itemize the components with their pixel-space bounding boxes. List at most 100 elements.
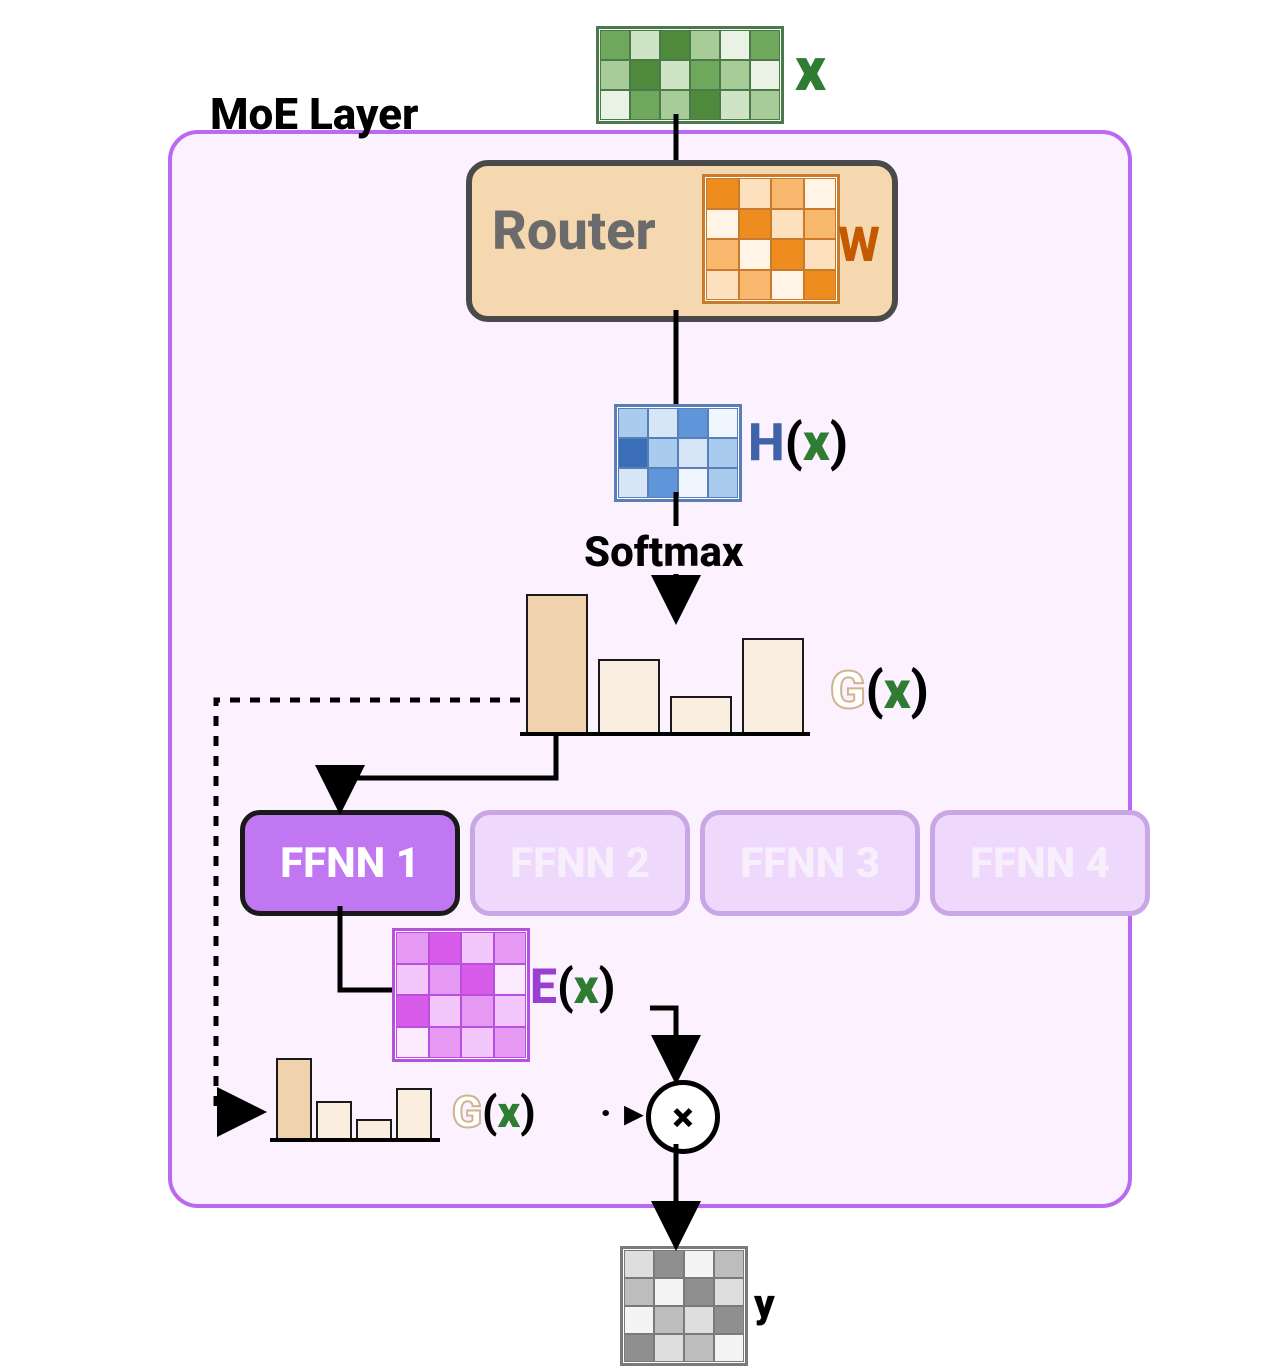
- expert-box: FFNN 4: [930, 810, 1150, 916]
- e-matrix-cell: [462, 996, 493, 1026]
- x-matrix-cell: [691, 91, 719, 119]
- y-matrix-cell: [655, 1335, 683, 1361]
- x-matrix-cell: [751, 91, 779, 119]
- h-matrix-cell: [679, 469, 707, 497]
- y-matrix-cell: [685, 1307, 713, 1333]
- x-matrix-cell: [601, 91, 629, 119]
- g-label-small: G(x): [452, 1086, 536, 1138]
- y-matrix-cell: [625, 1335, 653, 1361]
- x-matrix-cell: [691, 61, 719, 89]
- h-matrix-cell: [679, 439, 707, 467]
- multiply-icon: ×: [646, 1080, 720, 1154]
- w-matrix-cell: [805, 210, 836, 239]
- x-matrix-cell: [631, 61, 659, 89]
- h-matrix-cell: [709, 469, 737, 497]
- h-matrix-cell: [679, 409, 707, 437]
- w-matrix-cell: [805, 240, 836, 269]
- g-bars: [520, 596, 810, 736]
- y-label: y: [754, 1280, 775, 1327]
- h-matrix-cell: [649, 409, 677, 437]
- h-matrix-cell: [619, 469, 647, 497]
- x-matrix-cell: [721, 61, 749, 89]
- x-matrix-cell: [691, 31, 719, 59]
- w-matrix-cell: [772, 210, 803, 239]
- w-matrix-cell: [772, 179, 803, 208]
- w-matrix: [702, 174, 840, 304]
- x-matrix-cell: [661, 31, 689, 59]
- w-matrix-cell: [740, 179, 771, 208]
- y-matrix-cell: [715, 1251, 743, 1277]
- x-matrix-cell: [661, 61, 689, 89]
- w-matrix-cell: [707, 210, 738, 239]
- w-label: W: [838, 216, 880, 273]
- expert-box: FFNN 2: [470, 810, 690, 916]
- y-matrix-cell: [715, 1279, 743, 1305]
- x-matrix-cell: [601, 31, 629, 59]
- e-matrix-cell: [462, 1028, 493, 1058]
- w-matrix-cell: [772, 240, 803, 269]
- g-bars-axis: [520, 732, 810, 736]
- y-matrix-cell: [625, 1307, 653, 1333]
- g-bars-small: [270, 1060, 440, 1142]
- y-matrix-cell: [685, 1335, 713, 1361]
- e-matrix-cell: [397, 965, 428, 995]
- y-matrix: [620, 1246, 748, 1366]
- h-matrix-cell: [649, 469, 677, 497]
- e-matrix-cell: [397, 996, 428, 1026]
- y-matrix-cell: [685, 1251, 713, 1277]
- h-matrix-cell: [649, 439, 677, 467]
- g-bars-small-axis: [270, 1138, 440, 1142]
- e-label: E(x): [530, 958, 615, 1015]
- e-matrix-cell: [397, 1028, 428, 1058]
- e-matrix-cell: [430, 965, 461, 995]
- e-matrix-cell: [462, 965, 493, 995]
- x-matrix-cell: [661, 91, 689, 119]
- x-matrix-cell: [631, 31, 659, 59]
- h-matrix-cell: [709, 409, 737, 437]
- expert-box: FFNN 3: [700, 810, 920, 916]
- h-matrix-cell: [619, 439, 647, 467]
- h-matrix-cell: [619, 409, 647, 437]
- x-matrix-cell: [721, 31, 749, 59]
- e-matrix-cell: [495, 1028, 526, 1058]
- y-matrix-cell: [715, 1335, 743, 1361]
- expert-box: FFNN 1: [240, 810, 460, 916]
- e-matrix-cell: [495, 996, 526, 1026]
- e-matrix: [392, 928, 530, 1062]
- e-matrix-cell: [462, 933, 493, 963]
- w-matrix-cell: [805, 179, 836, 208]
- x-matrix: [596, 26, 784, 124]
- e-matrix-cell: [495, 933, 526, 963]
- w-matrix-cell: [740, 271, 771, 300]
- w-matrix-cell: [740, 240, 771, 269]
- x-matrix-cell: [631, 91, 659, 119]
- g-bars-bar: [598, 659, 660, 732]
- h-matrix: [614, 404, 742, 502]
- dot-arrow-icon: · ▸: [600, 1092, 645, 1134]
- g-bars-bar: [526, 594, 588, 732]
- w-matrix-cell: [805, 271, 836, 300]
- e-matrix-cell: [430, 996, 461, 1026]
- e-matrix-cell: [430, 1028, 461, 1058]
- g-bars-bar: [670, 696, 732, 732]
- g-label: G(x): [830, 660, 929, 721]
- g-bars-small-bar: [356, 1119, 392, 1138]
- w-matrix-cell: [740, 210, 771, 239]
- moe-layer-title: MoE Layer: [210, 88, 418, 140]
- e-matrix-cell: [430, 933, 461, 963]
- x-matrix-cell: [601, 61, 629, 89]
- y-matrix-cell: [655, 1279, 683, 1305]
- x-label: x: [795, 34, 826, 105]
- w-matrix-cell: [707, 240, 738, 269]
- g-bars-small-bar: [396, 1088, 432, 1138]
- y-matrix-cell: [715, 1307, 743, 1333]
- x-matrix-cell: [751, 31, 779, 59]
- e-matrix-cell: [397, 933, 428, 963]
- y-matrix-cell: [655, 1307, 683, 1333]
- w-matrix-cell: [772, 271, 803, 300]
- g-bars-small-bar: [276, 1058, 312, 1138]
- y-matrix-cell: [625, 1251, 653, 1277]
- h-matrix-cell: [709, 439, 737, 467]
- y-matrix-cell: [625, 1279, 653, 1305]
- h-label: H(x): [748, 412, 848, 473]
